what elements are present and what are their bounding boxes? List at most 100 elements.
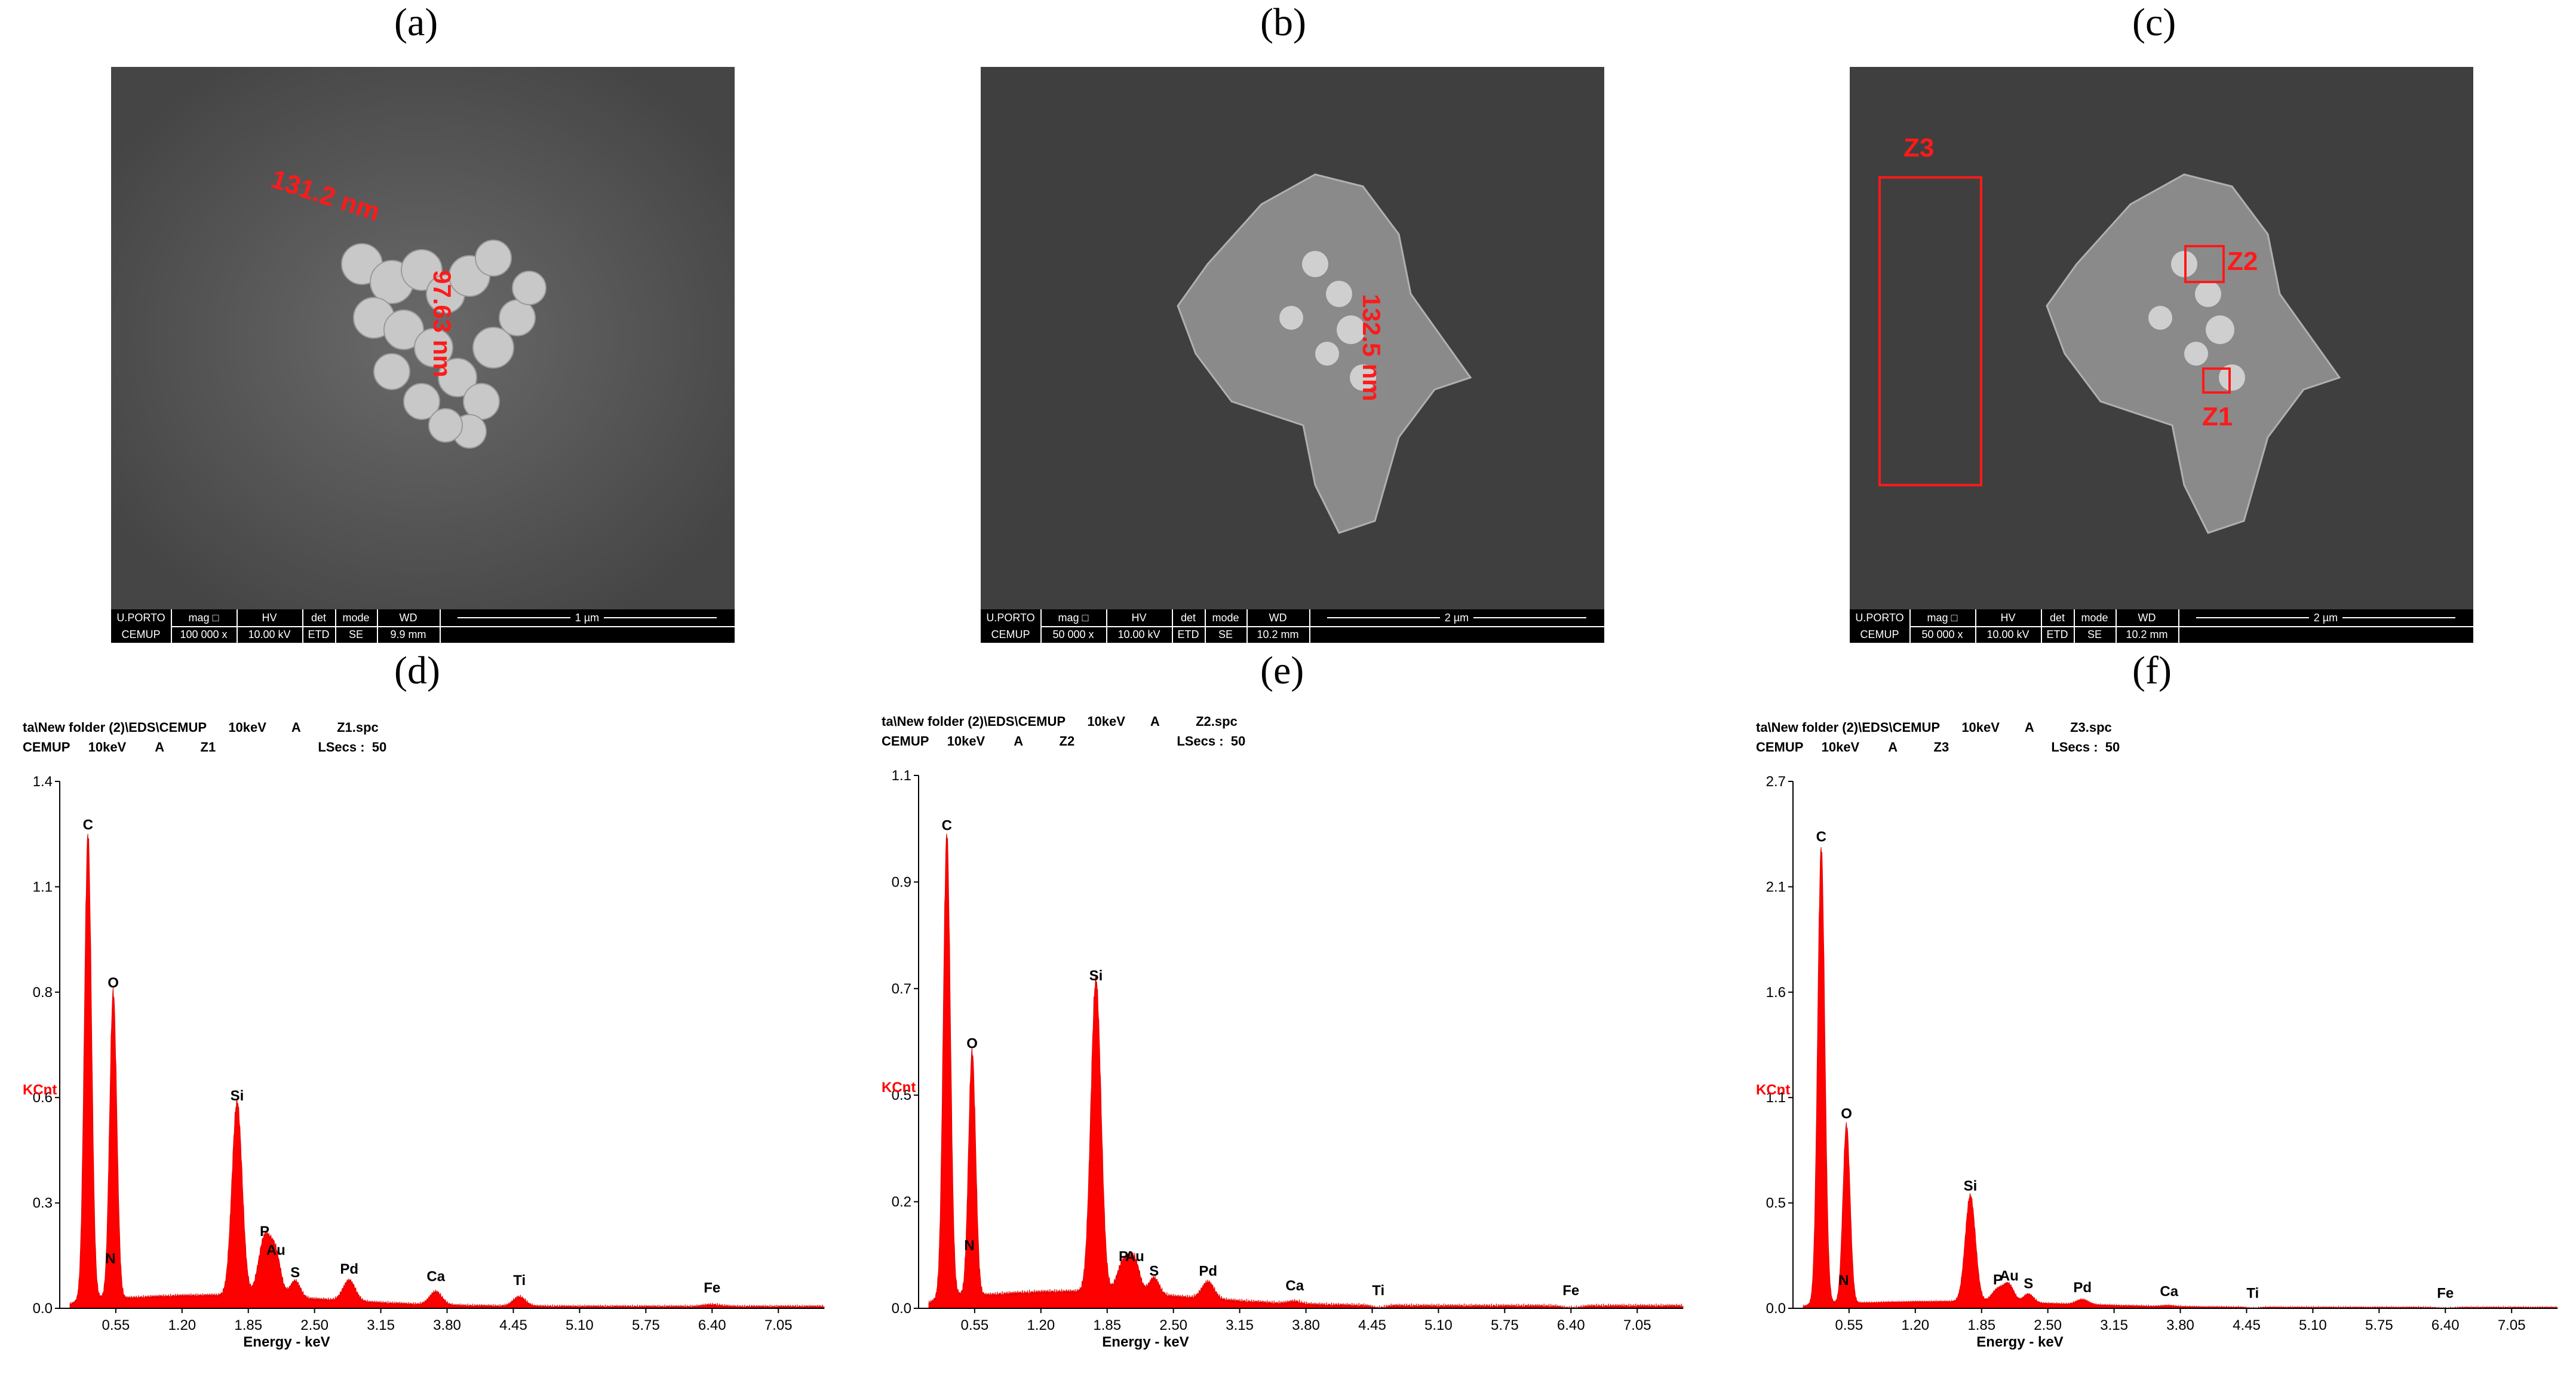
scale-bar-c: 2 µm [2184, 609, 2467, 626]
y-tick-label: 0.0 [33, 1301, 53, 1317]
x-tick-label: 3.80 [2166, 1317, 2194, 1333]
scale-bar-a: 1 µm [446, 609, 729, 626]
region-label-z2: Z2 [2227, 247, 2258, 276]
spectrum-header-f-line2: CEMUP 10keV A Z3 LSecs : 50 [1756, 740, 2120, 755]
peak-label-ca: Ca [1285, 1278, 1304, 1294]
sem-image-b: 132.5 nm U.PORTO CEMUP mag □ 50 000 x HV 10.0… [981, 67, 1604, 643]
x-tick-label: 0.55 [102, 1317, 130, 1333]
panel-label-c: (c) [2132, 1, 2176, 44]
y-tick-label: 2.7 [1766, 774, 1786, 790]
x-tick-label: 6.40 [698, 1317, 726, 1333]
databar-mode-a: mode SE [342, 612, 370, 640]
spectrum-area [1803, 847, 2558, 1310]
scale-bar-b: 2 µm [1315, 609, 1598, 626]
peak-label-fe: Fe [2437, 1286, 2454, 1302]
spectrum-area [69, 833, 825, 1310]
peak-label-ca: Ca [426, 1269, 445, 1285]
y-tick-label: 1.1 [1766, 1090, 1786, 1106]
region-box-z1 [2202, 367, 2231, 394]
y-tick-label: 1.6 [1766, 985, 1786, 1001]
x-tick-label: 5.10 [1424, 1317, 1453, 1333]
x-tick-label: 1.20 [1901, 1317, 1929, 1333]
databar-divider [1040, 626, 1604, 627]
peak-label-c: C [1816, 829, 1826, 845]
databar-hv-b: HV 10.00 kV [1117, 612, 1160, 640]
peak-label-pd: Pd [340, 1261, 358, 1277]
peak-label-ti: Ti [2246, 1286, 2259, 1302]
x-tick-label: 1.85 [1967, 1317, 1995, 1333]
eds-spectrum-d: 0.0 0.3 0.6 0.8 1.1 1.4 KCnt 0.55 1.20 1.85 2.50 3.… [23, 774, 825, 1350]
eds-spectrum-e: 0.0 0.2 0.5 0.7 0.9 1.1 KCnt 0.55 1.20 1.85 2.50 3.… [882, 768, 1684, 1350]
peak-label-si: Si [231, 1088, 244, 1104]
y-tick-label: 0.2 [892, 1194, 911, 1210]
panel-label-d: (d) [394, 649, 440, 692]
databar-wd-c: WD 10.2 mm [2126, 612, 2168, 640]
y-tick-label: 1.1 [33, 879, 53, 895]
databar-det-a: det ETD [308, 612, 330, 640]
x-tick-label: 4.45 [2233, 1317, 2261, 1333]
peak-label-s: S [2024, 1275, 2033, 1292]
y-tick-label: 2.1 [1766, 879, 1786, 895]
x-tick-label: 3.15 [1226, 1317, 1254, 1333]
databar-mode-c: mode SE [2081, 612, 2108, 640]
y-tick-label: 0.5 [1766, 1195, 1786, 1212]
databar-det-b: det ETD [1177, 612, 1199, 640]
panel-label-b: (b) [1260, 1, 1306, 44]
databar-wd-a: WD 9.9 mm [390, 612, 426, 640]
x-tick-label: 3.15 [2100, 1317, 2128, 1333]
panel-label-f: (f) [2132, 649, 2172, 692]
y-axis-label: KCnt [882, 1080, 916, 1096]
spectrum-header-e-line2: CEMUP 10keV A Z2 LSecs : 50 [882, 734, 1246, 749]
peak-label-au: Au [1125, 1249, 1144, 1265]
region-label-z1: Z1 [2202, 402, 2233, 431]
peak-label-au: Au [2000, 1268, 2019, 1284]
region-box-z2 [2184, 245, 2225, 283]
sem-annotation-b1: 132.5 nm [1358, 294, 1386, 401]
x-tick-label: 0.55 [961, 1317, 989, 1333]
x-tick-label: 2.50 [300, 1317, 328, 1333]
x-tick-label: 6.40 [1557, 1317, 1585, 1333]
y-tick-label: 0.7 [892, 981, 911, 997]
x-tick-label: 2.50 [2034, 1317, 2062, 1333]
y-tick-label: 0.9 [892, 874, 911, 890]
x-tick-label: 5.10 [566, 1317, 594, 1333]
sem-image-a: 131.2 nm 97.63 nm U.PORTO CEMUP mag □ 100 0… [111, 67, 735, 643]
y-tick-label: 1.1 [892, 768, 911, 784]
y-tick-label: 0.0 [1766, 1301, 1786, 1317]
peak-label-s: S [290, 1265, 300, 1281]
databar-wd-b: WD 10.2 mm [1257, 612, 1299, 640]
spectrum-area [928, 833, 1684, 1310]
sem-micrograph-b: 132.5 nm [981, 67, 1604, 609]
y-tick-label: 0.8 [33, 985, 53, 1001]
peak-label-o: O [966, 1035, 978, 1051]
sem-micrograph-a: 131.2 nm 97.63 nm [111, 67, 735, 609]
databar-mode-b: mode SE [1212, 612, 1239, 640]
y-tick-label: 0.3 [33, 1195, 53, 1212]
x-tick-label: 1.85 [1093, 1317, 1121, 1333]
peak-label-au: Au [266, 1242, 285, 1258]
peak-label-p: P [1993, 1272, 2003, 1288]
spectrum-header-f-line1: ta\New folder (2)\EDS\CEMUP 10keV A Z3.s… [1756, 720, 2112, 735]
peak-label-ti: Ti [513, 1272, 526, 1289]
databar-det-c: det ETD [2046, 612, 2068, 640]
x-tick-label: 5.75 [1491, 1317, 1519, 1333]
peak-label-ca: Ca [2160, 1283, 2178, 1299]
x-axis-label: Energy - keV [1102, 1334, 1189, 1350]
peak-label-ti: Ti [1372, 1283, 1384, 1299]
peak-label-c: C [83, 817, 93, 833]
y-axis-label: KCnt [23, 1082, 57, 1098]
peak-label-o: O [1841, 1106, 1852, 1122]
sem-databar-a: U.PORTO CEMUP mag □ 100 000 x HV 10.00 kV det E… [111, 609, 735, 643]
peak-label-s: S [1149, 1263, 1159, 1279]
x-axis-label: Energy - keV [1976, 1334, 2063, 1350]
x-tick-label: 4.45 [499, 1317, 527, 1333]
databar-hv-a: HV 10.00 kV [248, 612, 291, 640]
peak-label-pd: Pd [2073, 1280, 2092, 1296]
peak-label-si: Si [1089, 968, 1103, 984]
peak-label-fe: Fe [704, 1280, 720, 1296]
databar-lab-b: U.PORTO CEMUP [986, 612, 1035, 640]
x-tick-label: 7.05 [764, 1317, 793, 1333]
x-tick-label: 5.10 [2299, 1317, 2327, 1333]
sem-micrograph-c: Z3 Z2 Z1 [1850, 67, 2473, 609]
y-tick-label: 0.0 [892, 1301, 911, 1317]
